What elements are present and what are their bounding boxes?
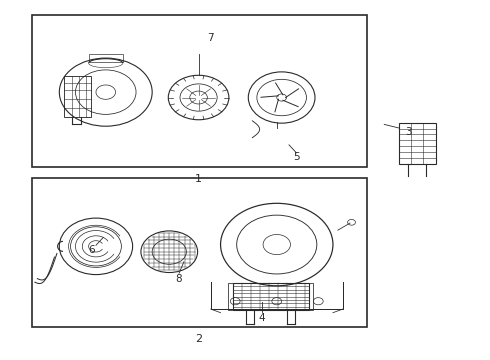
Text: 7: 7 — [207, 33, 214, 43]
Bar — [32, 178, 367, 327]
Text: 1: 1 — [195, 174, 202, 184]
Bar — [309, 283, 314, 310]
Bar — [32, 15, 367, 167]
Text: 3: 3 — [405, 127, 412, 136]
Bar — [64, 76, 91, 117]
Bar — [228, 283, 233, 310]
Bar — [233, 283, 309, 310]
Text: 6: 6 — [88, 245, 95, 255]
Text: 5: 5 — [293, 152, 299, 162]
Text: 2: 2 — [195, 333, 202, 343]
Bar — [399, 123, 436, 164]
Text: 8: 8 — [176, 274, 182, 284]
Text: 4: 4 — [259, 313, 266, 323]
Bar — [89, 54, 123, 62]
